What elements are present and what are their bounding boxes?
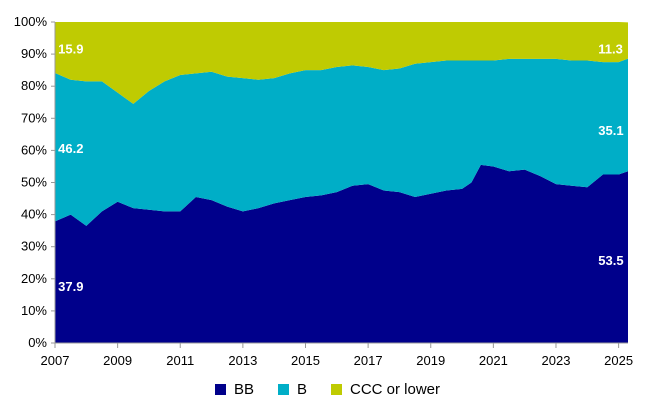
- x-tick-label: 2021: [479, 353, 508, 368]
- area-series-ccc-or-lower: [55, 22, 628, 104]
- y-tick-label: 20%: [21, 271, 47, 286]
- legend-label: CCC or lower: [350, 381, 441, 398]
- data-label: 46.2: [58, 141, 83, 156]
- stacked-area-chart: 0% 10% 20% 30% 40% 50% 60% 70% 80% 90% 100% 2007 200…: [14, 14, 633, 368]
- y-tick-label: 10%: [21, 303, 47, 318]
- x-tick-label: 2015: [291, 353, 320, 368]
- data-label: 15.9: [58, 41, 83, 56]
- y-tick-label: 50%: [21, 175, 47, 190]
- x-tick-label: 2023: [542, 353, 571, 368]
- y-tick-label: 0%: [28, 335, 47, 350]
- x-tick-label: 2025: [604, 353, 633, 368]
- legend-label: B: [296, 381, 307, 398]
- x-tick-label: 2019: [416, 353, 445, 368]
- area-series-b: [55, 58, 628, 226]
- y-tick-label: 90%: [21, 46, 47, 61]
- legend-swatch: [214, 384, 226, 395]
- data-label: 37.9: [58, 279, 83, 294]
- y-tick-label: 80%: [21, 78, 47, 93]
- data-label: 53.5: [598, 253, 623, 268]
- area-series-bb: [55, 164, 628, 343]
- y-tick-label: 40%: [21, 207, 47, 222]
- legend-label: BB: [233, 381, 254, 398]
- data-label: 35.1: [598, 123, 623, 138]
- x-tick-label: 2011: [166, 353, 194, 368]
- x-tick-label: 2007: [41, 353, 70, 368]
- y-tick-label: 70%: [21, 110, 47, 125]
- legend-swatch: [331, 384, 342, 395]
- x-tick-label: 2017: [354, 353, 383, 368]
- chart-legend: BB B CCC or lower: [0, 381, 655, 398]
- data-label: 11.3: [598, 41, 623, 56]
- x-tick-label: 2013: [228, 353, 257, 368]
- x-tick-label: 2009: [103, 353, 132, 368]
- legend-item-ccc-or-lower: CCC or lower: [331, 381, 440, 398]
- y-tick-label: 100%: [14, 14, 48, 29]
- legend-item-bb: BB: [214, 381, 254, 398]
- y-tick-label: 30%: [21, 239, 47, 254]
- legend-item-b: B: [277, 381, 307, 398]
- legend-swatch: [277, 384, 289, 395]
- y-tick-label: 60%: [21, 142, 47, 157]
